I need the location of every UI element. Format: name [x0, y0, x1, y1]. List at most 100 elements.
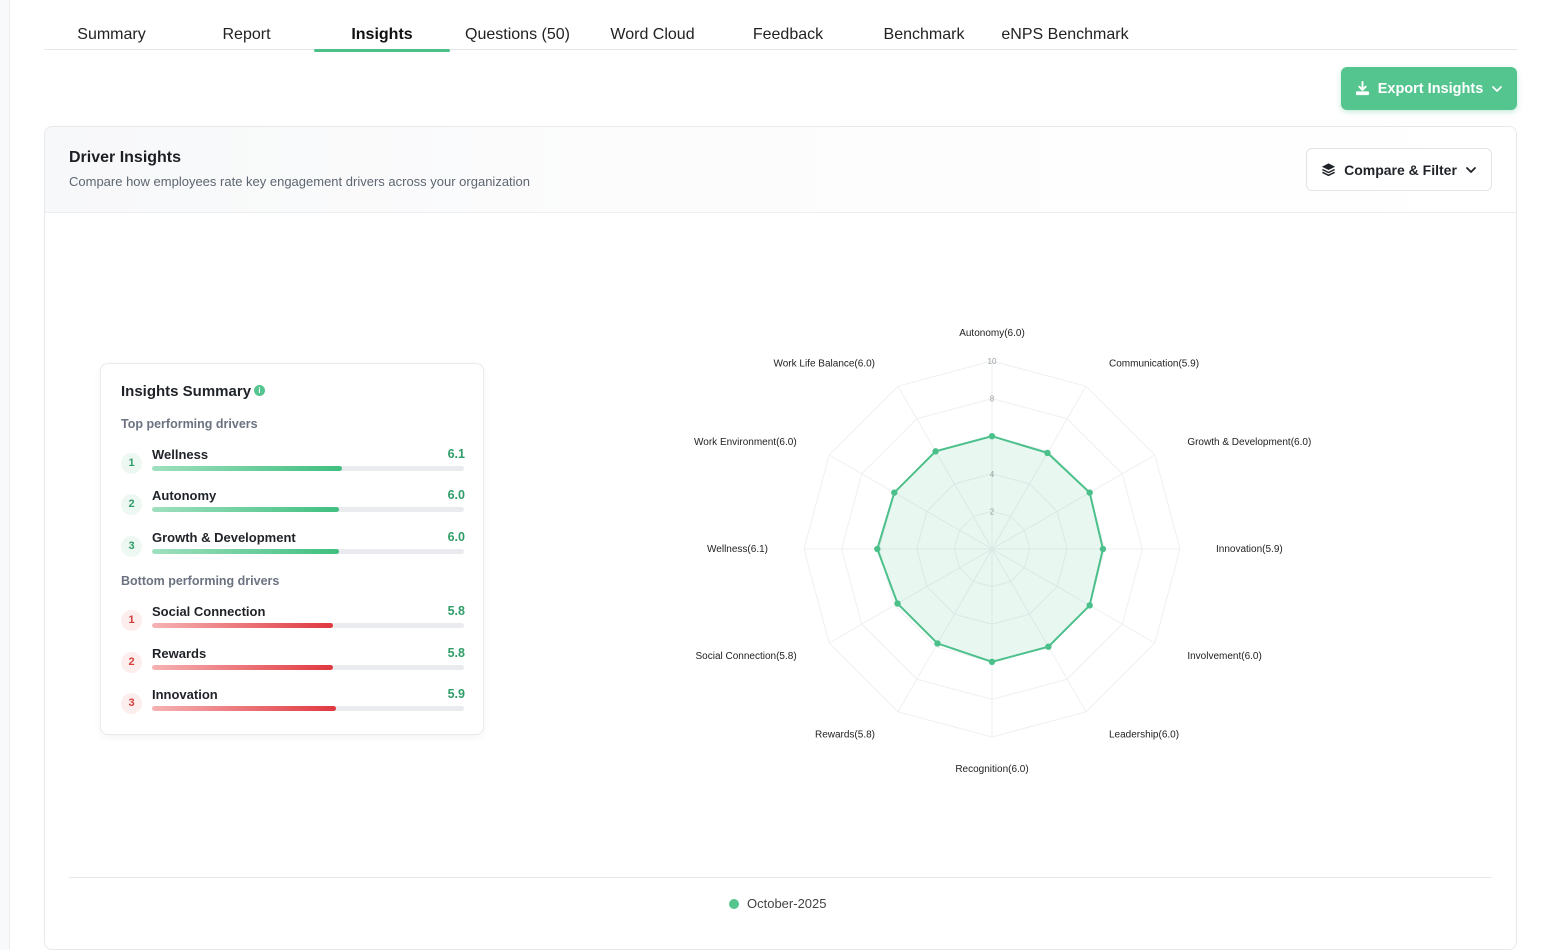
radar-data-point — [934, 640, 941, 647]
radar-spoke — [991, 548, 1156, 644]
driver-score: 5.8 — [447, 646, 465, 660]
bottom-drivers-label: Bottom performing drivers — [121, 574, 280, 588]
driver-name: Growth & Development — [152, 530, 296, 545]
rank-badge: 3 — [121, 693, 142, 714]
tab-enps-benchmark[interactable]: eNPS Benchmark — [1001, 26, 1129, 43]
score-bar-fill — [152, 466, 343, 471]
radar-axis-label: Growth & Development(6.0) — [1187, 437, 1311, 448]
export-insights-label: Export Insights — [1377, 80, 1484, 97]
left-sidebar-edge — [0, 0, 10, 950]
score-bar-track — [152, 507, 464, 512]
driver-score: 6.1 — [447, 447, 465, 461]
radar-spoke — [897, 548, 993, 713]
radar-axis-label: Work Environment(6.0) — [694, 437, 797, 448]
radar-axis-label: Involvement(6.0) — [1187, 651, 1261, 662]
driver-name: Innovation — [152, 687, 218, 702]
radar-data-point — [1086, 489, 1093, 496]
tab-report[interactable]: Report — [222, 26, 271, 43]
legend-label: October-2025 — [747, 896, 827, 911]
radar-data-point — [932, 448, 939, 455]
radar-spoke — [828, 548, 993, 644]
insights-summary-title: Insights Summary — [121, 383, 252, 400]
radar-data-point — [1045, 643, 1052, 650]
radar-axis-label: Recognition(6.0) — [955, 764, 1028, 775]
radar-tick-label: 10 — [988, 357, 997, 366]
radar-series-area — [876, 435, 1104, 663]
rank-badge: 1 — [121, 453, 142, 474]
chart-legend[interactable]: October-2025 — [729, 896, 827, 911]
radar-data-point — [894, 600, 901, 607]
download-icon — [1355, 81, 1369, 96]
radar-data-point — [874, 545, 881, 553]
tab-word-cloud[interactable]: Word Cloud — [610, 26, 695, 43]
score-bar-fill — [152, 623, 333, 628]
score-bar-track — [152, 549, 464, 554]
bottom-driver-row: 1 Social Connection 5.8 — [121, 604, 465, 644]
driver-score: 6.0 — [447, 530, 465, 544]
driver-score: 5.8 — [447, 604, 465, 618]
export-insights-button[interactable]: Export Insights — [1341, 67, 1517, 110]
radar-data-point — [1044, 449, 1051, 457]
radar-axis-label: Innovation(5.9) — [1216, 544, 1283, 555]
compare-filter-button[interactable]: Compare & Filter — [1306, 148, 1492, 191]
radar-tick-label: 8 — [990, 395, 995, 404]
legend-color-dot — [729, 898, 739, 909]
driver-name: Social Connection — [152, 604, 266, 619]
card-subtitle: Compare how employees rate key engagemen… — [69, 174, 531, 189]
card-title: Driver Insights — [69, 149, 182, 166]
top-drivers-label: Top performing drivers — [121, 417, 258, 431]
rank-badge: 3 — [121, 536, 142, 557]
driver-name: Rewards — [152, 646, 207, 661]
driver-score: 6.0 — [447, 488, 465, 502]
top-driver-row: 2 Autonomy 6.0 — [121, 488, 465, 528]
radar-spoke — [897, 385, 993, 550]
radar-axis-label: Social Connection(5.8) — [695, 651, 796, 662]
insights-summary-panel: Insights Summary i Top performing driver… — [100, 363, 484, 735]
driver-score: 5.9 — [447, 687, 465, 701]
score-bar-track — [152, 623, 464, 628]
tab-feedback[interactable]: Feedback — [752, 26, 824, 43]
tab-insights[interactable]: Insights — [314, 18, 450, 52]
radar-spoke — [991, 385, 1087, 550]
tab-questions[interactable]: Questions (50) — [465, 26, 570, 43]
score-bar-fill — [152, 665, 333, 670]
radar-axis-label: Work Life Balance(6.0) — [773, 359, 875, 370]
legend-divider — [69, 877, 1492, 878]
radar-axis-label: Wellness(6.1) — [707, 544, 768, 555]
driver-name: Wellness — [152, 447, 209, 462]
radar-axis-label: Rewards(5.8) — [815, 729, 875, 740]
top-driver-row: 3 Growth & Development 6.0 — [121, 530, 465, 570]
rank-badge: 1 — [121, 610, 142, 631]
card-header: Driver Insights Compare how employees ra… — [45, 127, 1516, 213]
bottom-driver-row: 2 Rewards 5.8 — [121, 646, 465, 686]
radar-axis-label: Leadership(6.0) — [1109, 729, 1179, 740]
score-bar-fill — [152, 549, 340, 554]
info-icon[interactable]: i — [254, 385, 265, 396]
radar-axis-label: Autonomy(6.0) — [959, 328, 1025, 339]
score-bar-track — [152, 706, 464, 711]
radar-data-point — [988, 433, 996, 440]
radar-data-point — [1099, 545, 1107, 553]
rank-badge: 2 — [121, 494, 142, 515]
driver-name: Autonomy — [152, 488, 217, 503]
driver-insights-card: Driver Insights Compare how employees ra… — [44, 126, 1517, 950]
radar-spoke — [991, 548, 1087, 713]
layers-icon — [1322, 163, 1336, 177]
bottom-driver-row: 3 Innovation 5.9 — [121, 687, 465, 727]
tab-benchmark[interactable]: Benchmark — [883, 26, 965, 43]
chevron-down-icon — [1492, 85, 1503, 92]
score-bar-fill — [152, 507, 340, 512]
tab-summary[interactable]: Summary — [77, 26, 146, 43]
compare-filter-label: Compare & Filter — [1344, 161, 1457, 178]
radar-data-point — [1086, 602, 1093, 609]
radar-data-point — [891, 489, 898, 496]
score-bar-fill — [152, 706, 337, 711]
score-bar-track — [152, 665, 464, 670]
radar-tick-label: 2 — [990, 507, 995, 516]
radar-tick-label: 4 — [990, 470, 995, 479]
radar-spoke — [991, 454, 1156, 550]
top-driver-row: 1 Wellness 6.1 — [121, 447, 465, 487]
tab-bar: Summary Report Insights Questions (50) W… — [44, 18, 1517, 52]
score-bar-track — [152, 466, 464, 471]
chevron-down-icon — [1466, 166, 1476, 173]
